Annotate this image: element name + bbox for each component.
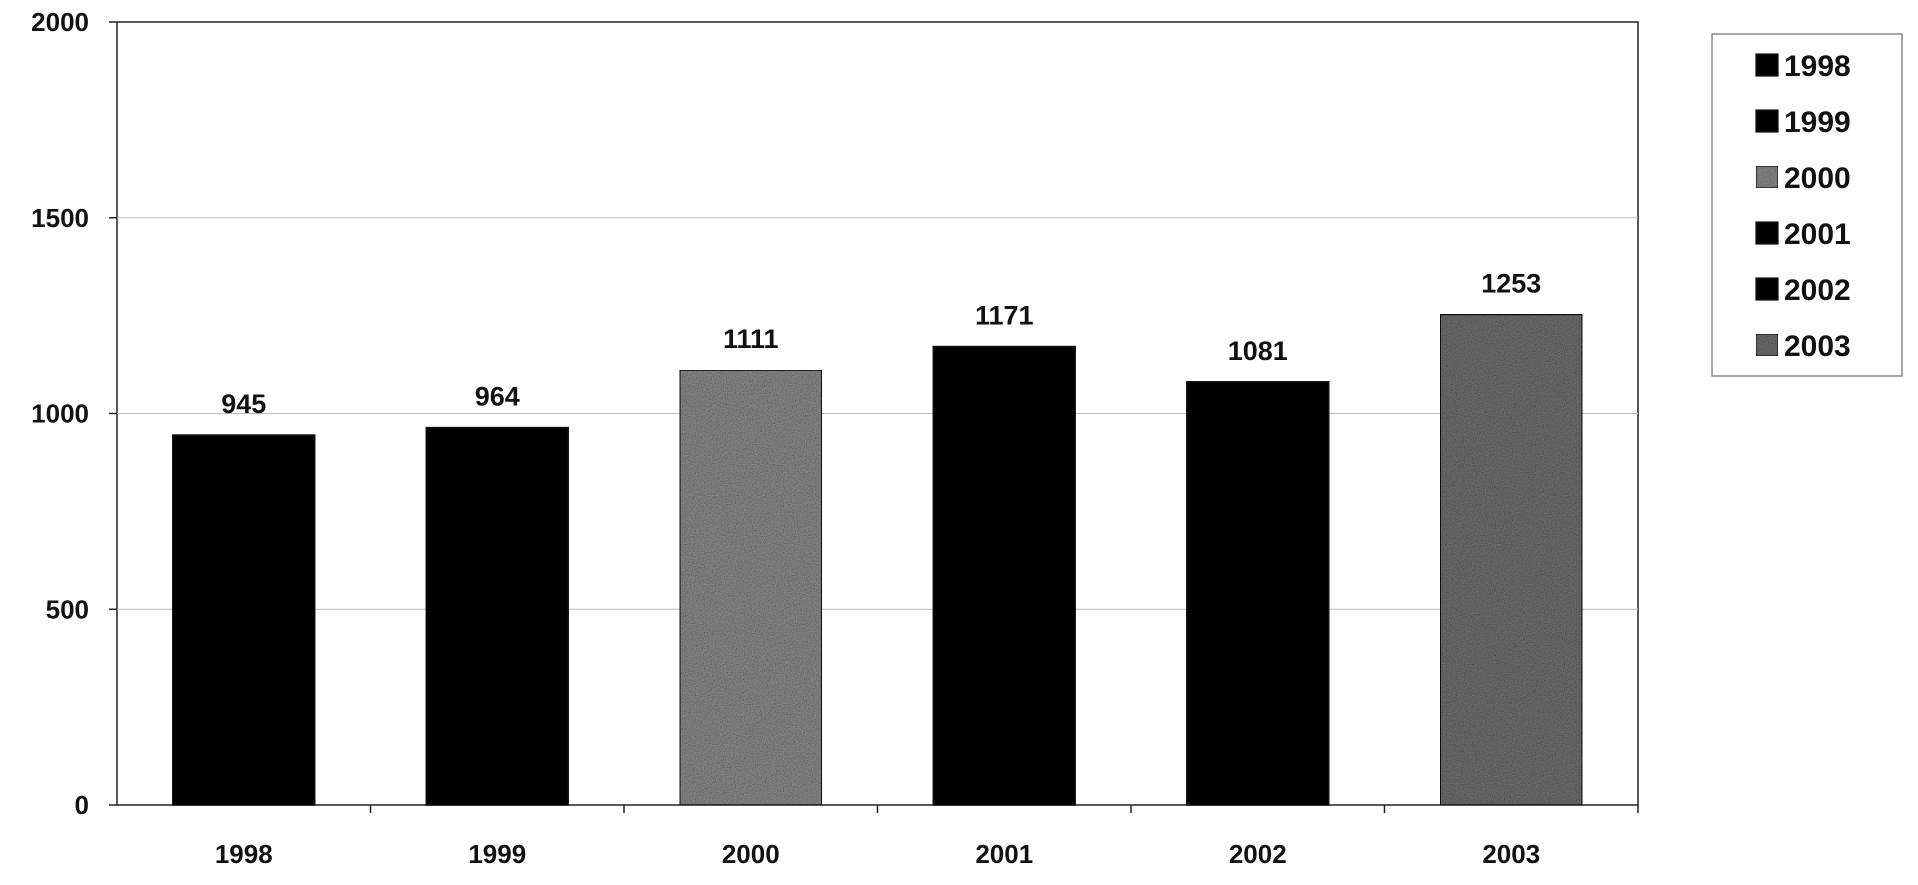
x-tick-label: 2003	[1482, 839, 1540, 869]
bar	[932, 345, 1076, 806]
x-tick-label: 2002	[1229, 839, 1287, 869]
legend: 1998 1999 2000 2001 2002 2003	[1711, 33, 1903, 377]
data-label: 1111	[723, 324, 779, 354]
x-tick-label: 1998	[215, 839, 273, 869]
legend-label: 2000	[1784, 162, 1851, 195]
bar	[679, 369, 823, 806]
bar	[1186, 381, 1330, 806]
legend-label: 1998	[1784, 50, 1851, 83]
legend-frame	[1711, 33, 1903, 377]
data-label: 1081	[1228, 336, 1288, 366]
x-tick-label: 2000	[722, 839, 780, 869]
x-tick-label: 1999	[468, 839, 526, 869]
bar	[1439, 313, 1583, 806]
y-tick-label: 500	[46, 594, 89, 624]
data-label: 945	[221, 389, 266, 419]
data-label: 964	[475, 382, 520, 412]
bar	[425, 426, 569, 806]
legend-label: 1999	[1784, 106, 1851, 139]
y-tick-label: 0	[75, 790, 89, 820]
data-label: 1171	[975, 301, 1034, 331]
legend-label: 2001	[1784, 218, 1851, 251]
legend-swatch	[1755, 277, 1779, 301]
legend-swatch	[1755, 53, 1779, 77]
legend-swatch	[1755, 333, 1779, 357]
legend-label: 2002	[1784, 274, 1851, 307]
data-label: 1253	[1481, 268, 1541, 298]
legend-swatch	[1755, 221, 1779, 245]
y-tick-label: 1000	[31, 399, 89, 429]
legend-label: 2003	[1784, 330, 1851, 363]
x-tick-label: 2001	[975, 839, 1033, 869]
y-tick-label: 2000	[31, 7, 89, 37]
plot-area: 0 500 1000 1500 2000 945 1998 964 1999 1111 2000 11…	[31, 7, 1639, 869]
y-tick-label: 1500	[31, 203, 89, 233]
legend-swatch	[1755, 165, 1779, 189]
bar	[172, 434, 316, 806]
legend-swatch	[1755, 109, 1779, 133]
